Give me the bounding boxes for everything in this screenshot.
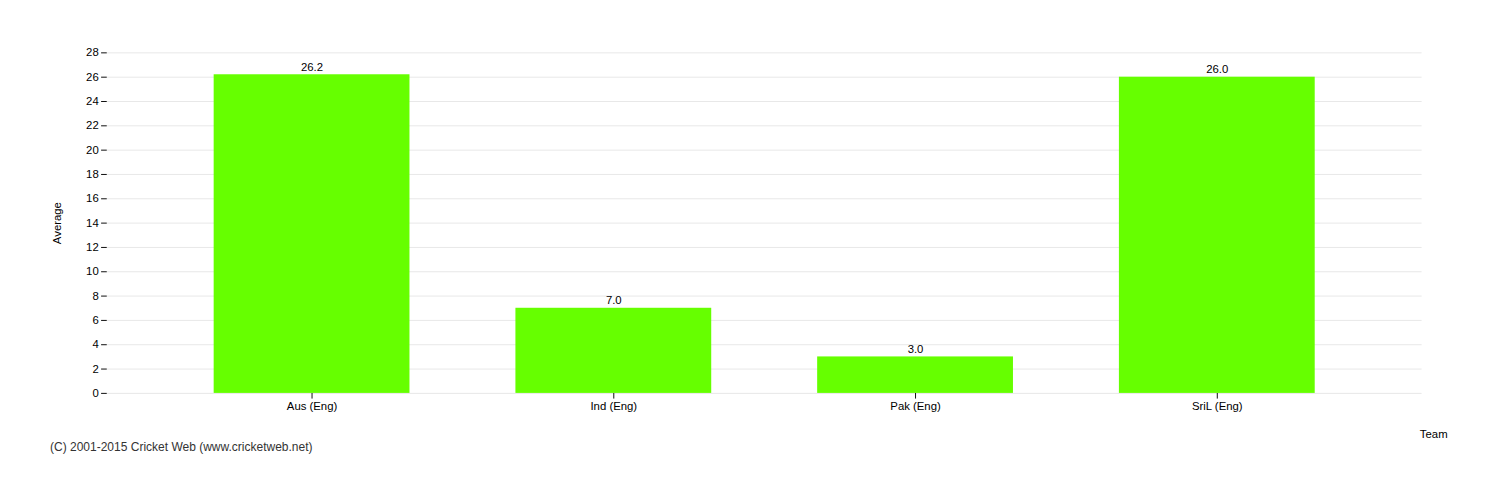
svg-text:28: 28: [86, 46, 99, 58]
svg-text:Team: Team: [1420, 428, 1448, 440]
svg-text:26.2: 26.2: [301, 61, 323, 73]
svg-text:24: 24: [86, 95, 99, 107]
svg-text:2: 2: [92, 363, 98, 375]
svg-text:16: 16: [86, 192, 99, 204]
svg-text:26: 26: [86, 71, 99, 83]
html-text:(C) 2001-2015 Cricket Web (www: (C) 2001-2015 Cricket Web (www.cricketwe…: [50, 440, 313, 455]
svg-text:SriL (Eng): SriL (Eng): [1192, 400, 1243, 412]
svg-text:18: 18: [86, 168, 99, 180]
svg-text:Average: Average: [51, 202, 63, 244]
svg-text:12: 12: [86, 241, 99, 253]
svg-text:7.0: 7.0: [606, 294, 622, 306]
svg-text:4: 4: [92, 338, 98, 350]
svg-text:20: 20: [86, 144, 99, 156]
svg-text:14: 14: [86, 217, 99, 229]
svg-text:10: 10: [86, 265, 99, 277]
svg-text:22: 22: [86, 119, 99, 131]
svg-text:8: 8: [92, 290, 98, 302]
svg-text:Pak (Eng): Pak (Eng): [890, 400, 941, 412]
svg-text:Ind (Eng): Ind (Eng): [590, 400, 637, 412]
svg-text:6: 6: [92, 314, 98, 326]
svg-text:26.0: 26.0: [1206, 63, 1228, 75]
svg-text:Aus (Eng): Aus (Eng): [287, 400, 338, 412]
svg-text:0: 0: [92, 387, 98, 399]
svg-text:3.0: 3.0: [908, 343, 924, 355]
